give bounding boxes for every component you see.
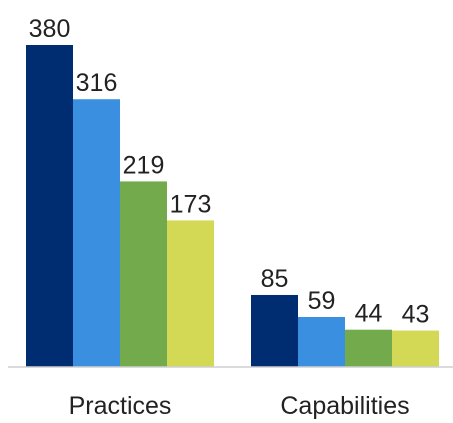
category-label-capabilities: Capabilities	[280, 392, 409, 420]
value-label-capabilities-3: 44	[355, 300, 383, 328]
value-label-practices-2: 316	[76, 69, 118, 97]
value-label-capabilities-2: 59	[308, 287, 336, 315]
category-labels-group: Practices Capabilities	[69, 392, 410, 420]
value-label-practices-4: 173	[170, 190, 212, 218]
bar-practices-2	[73, 99, 120, 368]
bars-group	[26, 45, 439, 368]
bar-capabilities-2	[298, 317, 345, 367]
value-label-capabilities-1: 85	[261, 265, 289, 293]
bar-capabilities-3	[345, 329, 392, 367]
bar-capabilities-1	[251, 294, 298, 367]
value-label-capabilities-4: 43	[402, 301, 430, 329]
value-label-practices-1: 380	[29, 15, 71, 43]
bar-practices-4	[167, 220, 214, 367]
value-label-practices-3: 219	[123, 151, 165, 179]
bar-practices-3	[120, 181, 167, 367]
category-label-practices: Practices	[69, 392, 172, 420]
bar-practices-1	[26, 45, 73, 367]
bar-capabilities-4	[392, 330, 439, 367]
